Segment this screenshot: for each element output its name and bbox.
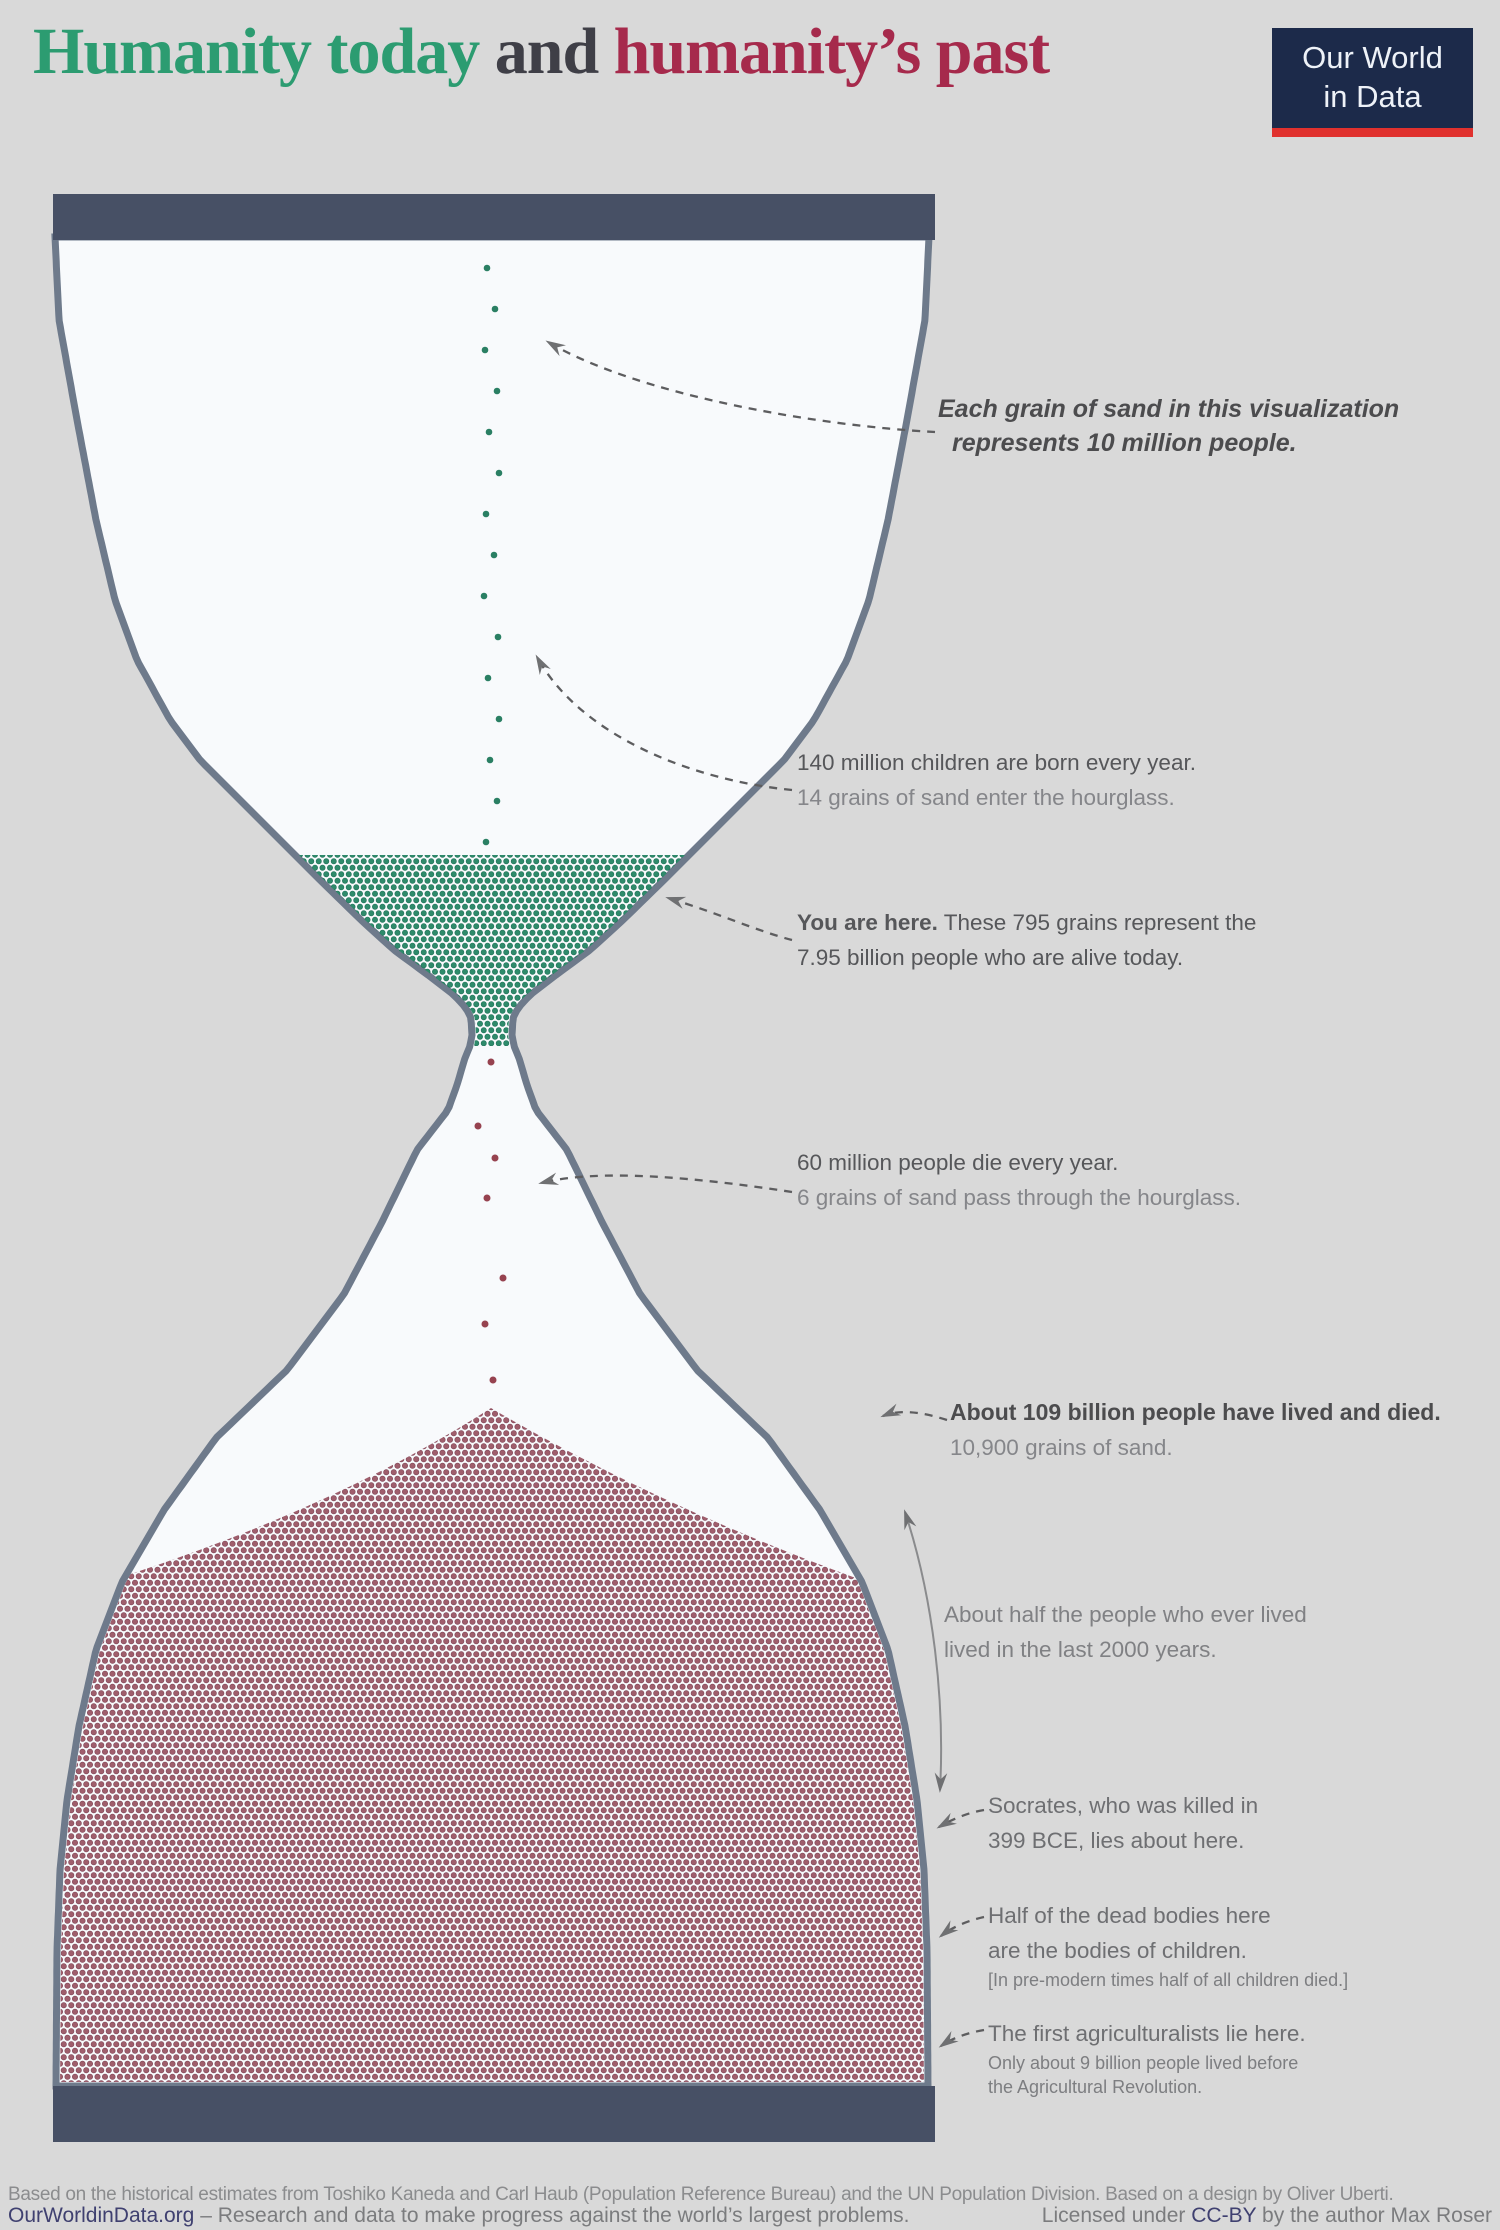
arrow-agriculturalists	[938, 2028, 985, 2048]
falling-grain-death	[487, 1058, 495, 1066]
hourglass-bottom-cap	[53, 2086, 935, 2142]
falling-grain-death	[483, 1194, 491, 1202]
owid-link[interactable]: OurWorldinData.org	[8, 2204, 195, 2227]
title-part-past: humanity’s past	[613, 15, 1050, 88]
falling-grain-birth	[493, 387, 501, 395]
falling-grain-birth	[486, 756, 494, 764]
annotation-you-are-here: You are here. These 795 grains represent…	[797, 905, 1256, 975]
falling-grain-death	[499, 1274, 507, 1282]
falling-grain-death	[474, 1122, 482, 1130]
annotation-grain-line1: Each grain of sand in this visualization	[938, 395, 1400, 423]
falling-grain-birth	[494, 633, 502, 641]
annotation-you-are-here-rest: These 795 grains represent the	[937, 910, 1257, 935]
annotation-socrates: Socrates, who was killed in 399 BCE, lie…	[988, 1788, 1258, 1858]
annotation-deaths-line1: 60 million people die every year.	[797, 1150, 1119, 1175]
annotation-last-2000-years-line1: About half the people who ever lived	[944, 1602, 1307, 1627]
annotation-grain-line2: represents 10 million people.	[952, 429, 1297, 457]
annotation-deaths: 60 million people die every year. 6 grai…	[797, 1145, 1241, 1215]
cc-by-link[interactable]: CC-BY	[1191, 2204, 1257, 2227]
annotation-dead-total: About 109 billion people have lived and …	[950, 1395, 1441, 1465]
arrow-dead-total	[880, 1403, 948, 1422]
arrow-births	[535, 654, 793, 792]
arrow-grain	[545, 340, 936, 434]
falling-grain-birth	[490, 551, 498, 559]
falling-grain-birth	[483, 264, 491, 272]
annotation-children-note: [In pre-modern times half of all childre…	[988, 1970, 1349, 1990]
falling-grain-birth	[482, 838, 490, 846]
title-part-today: Humanity today	[33, 15, 480, 88]
sand-dead-pile	[60, 1408, 924, 2082]
annotation-socrates-line2: 399 BCE, lies about here.	[988, 1828, 1245, 1853]
arrow-you-are-here	[665, 896, 793, 942]
annotation-last-2000-years: About half the people who ever lived liv…	[944, 1597, 1307, 1667]
annotation-arrows	[535, 340, 985, 2048]
annotation-agriculturalists-line3: the Agricultural Revolution.	[988, 2077, 1203, 2097]
falling-grain-death	[481, 1320, 489, 1328]
falling-grain-death	[489, 1376, 497, 1384]
owid-logo-box: Our World in Data	[1272, 28, 1473, 128]
falling-grain-birth	[482, 510, 490, 518]
annotation-you-are-here-line2: 7.95 billion people who are alive today.	[797, 945, 1184, 970]
falling-grain-birth	[480, 592, 488, 600]
footer-license-pre: Licensed under	[1041, 2204, 1192, 2227]
span-arrow-last-2000-years	[904, 1509, 948, 1793]
falling-grain-birth	[495, 469, 503, 477]
page-title: Humanity today and humanity’s past	[33, 14, 1050, 90]
owid-logo-accent-bar	[1272, 128, 1473, 137]
annotation-children: Half of the dead bodies here are the bod…	[988, 1898, 1348, 1992]
annotation-children-line1: Half of the dead bodies here	[988, 1903, 1271, 1928]
annotation-you-are-here-line1: You are here. These 795 grains represent…	[797, 905, 1256, 940]
owid-logo-line2: in Data	[1323, 79, 1422, 114]
footer-source-line: Based on the historical estimates from T…	[8, 2184, 1394, 2205]
title-part-and: and	[479, 15, 614, 88]
annotation-births-line1: 140 million children are born every year…	[797, 750, 1196, 775]
annotation-children-line2: are the bodies of children.	[988, 1938, 1247, 1963]
hourglass-top-cap	[53, 194, 935, 240]
arrow-deaths	[538, 1172, 793, 1194]
arrow-children	[938, 1915, 985, 1938]
hourglass-body	[51, 194, 935, 2142]
falling-grain-birth	[484, 674, 492, 682]
annotation-socrates-line1: Socrates, who was killed in	[988, 1793, 1259, 1818]
annotation-agriculturalists-line1: The first agriculturalists lie here.	[988, 2021, 1306, 2046]
annotation-grain-legend: Each grain of sand in this visualization…	[938, 392, 1399, 460]
annotation-agriculturalists: The first agriculturalists lie here. Onl…	[988, 2016, 1306, 2099]
sand-alive-today	[299, 855, 685, 1046]
annotation-agriculturalists-line2: Only about 9 billion people lived before	[988, 2053, 1299, 2073]
owid-logo: Our World in Data	[1272, 28, 1473, 137]
footer-left: OurWorldinData.org – Research and data t…	[8, 2204, 910, 2228]
annotation-last-2000-years-line2: lived in the last 2000 years.	[944, 1637, 1217, 1662]
footer-license: Licensed under CC-BY by the author Max R…	[1042, 2204, 1492, 2228]
annotation-deaths-line2: 6 grains of sand pass through the hourgl…	[797, 1185, 1242, 1210]
annotation-dead-total-line1: About 109 billion people have lived and …	[950, 1399, 1441, 1425]
footer-credit-line: OurWorldinData.org – Research and data t…	[8, 2204, 1492, 2228]
footer-license-post: by the author Max Roser	[1256, 2204, 1492, 2227]
falling-grain-birth	[485, 428, 493, 436]
falling-grain-birth	[491, 305, 499, 313]
falling-grain-death	[491, 1154, 499, 1162]
falling-grain-birth	[493, 797, 501, 805]
footer-tagline: – Research and data to make progress aga…	[194, 2204, 910, 2227]
annotation-births: 140 million children are born every year…	[797, 745, 1196, 815]
annotation-dead-total-line2: 10,900 grains of sand.	[950, 1435, 1173, 1460]
arrow-socrates	[936, 1808, 985, 1829]
falling-grain-birth	[481, 346, 489, 354]
falling-grain-birth	[495, 715, 503, 723]
owid-logo-line1: Our World	[1302, 40, 1443, 75]
annotation-births-line2: 14 grains of sand enter the hourglass.	[797, 785, 1175, 810]
annotation-you-are-here-bold: You are here.	[797, 910, 938, 935]
